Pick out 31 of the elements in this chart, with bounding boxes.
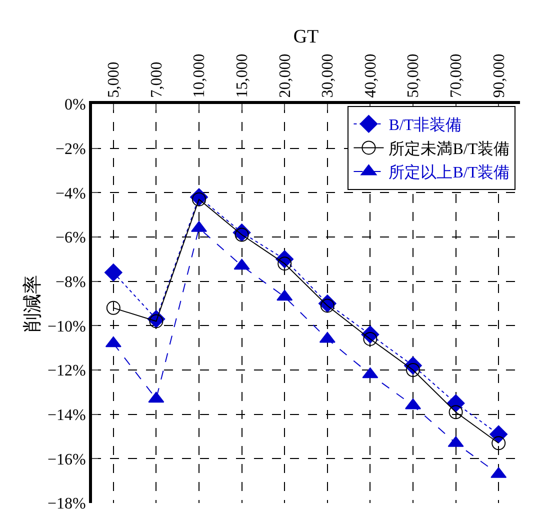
x-axis-title: GT [293,26,320,48]
x-tick-label: 30,000 [320,54,337,98]
x-tick-label: 40,000 [362,54,380,98]
y-tick-label: −18% [47,496,86,513]
x-tick-label: 10,000 [191,54,208,98]
y-axis-title: 削減率 [21,275,44,332]
point [490,425,508,444]
y-tick-label: −4% [55,185,86,202]
x-tick-label: 50,000 [405,54,422,98]
y-tick-label: 0% [64,96,86,114]
x-tick-label: 20,000 [276,54,294,98]
x-tick-label: 15,000 [234,54,251,98]
point [492,436,506,450]
y-tick-label: −2% [55,140,86,158]
x-tick-label: 70,000 [448,54,465,98]
point [446,394,465,412]
legend-label: 所定未満B/T装備 [388,140,510,158]
point [106,300,120,315]
y-tick-label: −16% [47,451,86,468]
point [104,264,122,282]
y-tick-label: −10% [47,318,86,336]
x-tick-label: 7,000 [148,62,166,98]
x-tick-label: 90,000 [490,54,508,98]
y-tick-label: −6% [55,230,86,247]
y-tick-label: −8% [55,274,86,291]
x-tick-label: 5,000 [106,62,123,98]
point [448,405,463,420]
y-tick-label: −14% [47,406,86,424]
legend-label: B/T非装備 [388,116,462,134]
legend-label: 所定以上B/T装備 [388,164,510,182]
y-tick-label: −12% [47,362,86,380]
